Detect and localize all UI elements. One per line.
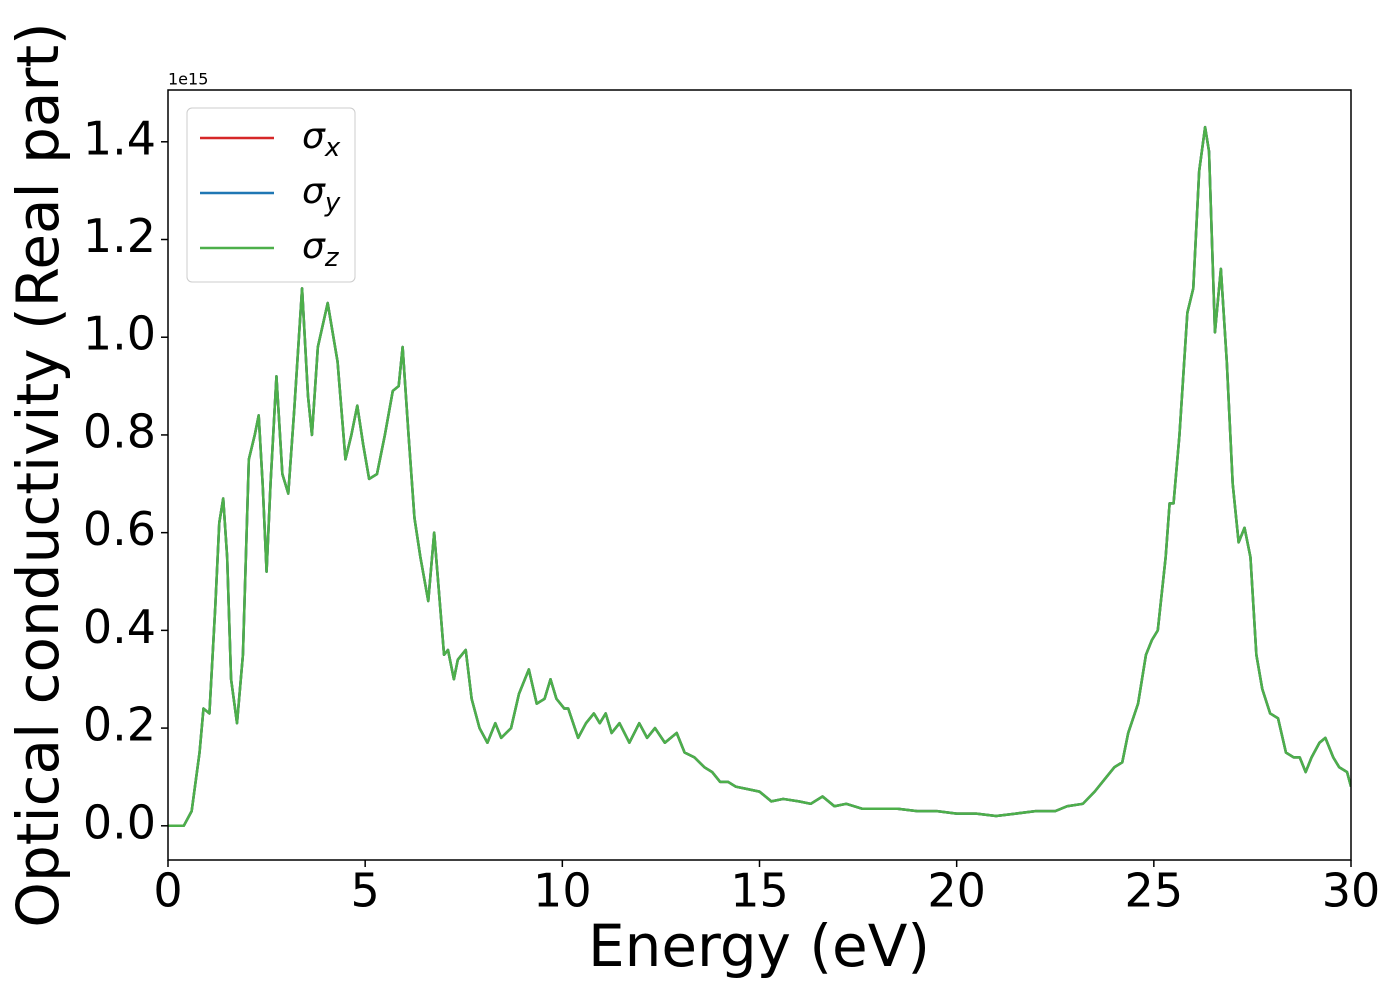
y-tick-label: 0.4 (83, 600, 156, 654)
legend-label: σz (302, 226, 340, 273)
y-axis-label: Optical conductivity (Real part) (4, 22, 72, 927)
x-tick-label: 10 (533, 864, 592, 918)
x-axis-label: Energy (eV) (588, 912, 930, 980)
y-offset-label: 1e15 (168, 70, 208, 89)
y-tick-label: 1.4 (83, 111, 156, 165)
x-tick-label: 25 (1125, 864, 1184, 918)
x-tick-label: 5 (351, 864, 380, 918)
plot-frame (167, 89, 1352, 861)
x-tick-label: 15 (730, 864, 789, 918)
x-tick-label: 30 (1322, 864, 1381, 918)
line-series (168, 125, 1351, 828)
y-tick-label: 1.0 (83, 307, 156, 361)
y-tick-label: 1.2 (83, 209, 156, 263)
legend-label: σx (302, 116, 341, 163)
y-tick-label: 0.8 (83, 404, 156, 458)
legend-label: σy (302, 171, 341, 218)
y-tick-label: 0.6 (83, 502, 156, 556)
y-tick-label: 0.0 (83, 795, 156, 849)
y-tick-label: 0.2 (83, 698, 156, 752)
x-tick-label: 20 (927, 864, 986, 918)
legend-box (186, 107, 356, 283)
x-tick-label: 0 (153, 864, 182, 918)
